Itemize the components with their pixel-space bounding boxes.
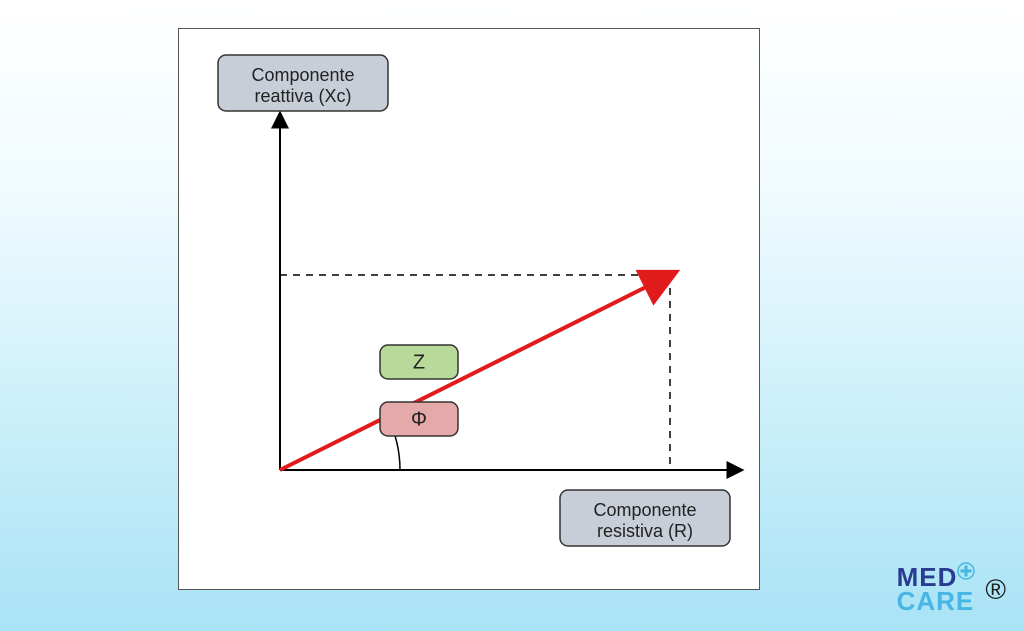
x-axis-label-line1: Componente <box>593 500 696 520</box>
page-background: { "page": { "width": 1024, "height": 631… <box>0 0 1024 631</box>
x-axis-label-line2: resistiva (R) <box>597 521 693 541</box>
brand-logo: MED CARE ® <box>897 566 1006 613</box>
logo-cross-icon <box>957 562 975 580</box>
logo-care-text: CARE <box>897 586 975 616</box>
y-axis-label-line1: Componente <box>251 65 354 85</box>
phi-label: Φ <box>411 408 427 430</box>
z-label: Z <box>413 351 425 373</box>
y-axis-label-line2: reattiva (Xc) <box>254 86 351 106</box>
logo-registered: ® <box>985 574 1006 606</box>
impedance-vector <box>280 275 670 470</box>
diagram-svg: Componente reattiva (Xc) Componente resi… <box>0 0 1024 631</box>
